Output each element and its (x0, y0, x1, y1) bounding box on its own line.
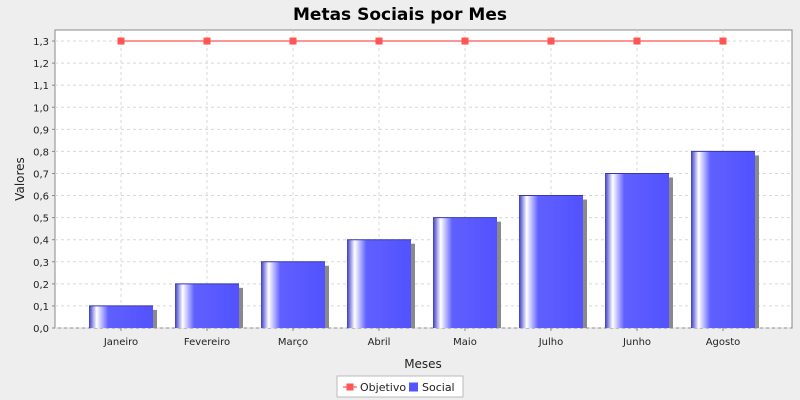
legend-box (336, 375, 464, 398)
bar (605, 173, 669, 328)
objetivo-point (633, 37, 641, 45)
objetivo-point (117, 37, 125, 45)
x-tick-label: Fevereiro (184, 337, 230, 348)
line-series-objetivo (117, 37, 727, 45)
bar (519, 195, 583, 328)
x-axis-title: Meses (404, 357, 442, 371)
legend-label-objetivo: Objetivo (360, 381, 406, 394)
bar (261, 261, 325, 328)
objetivo-point (289, 37, 297, 45)
y-tick-label: 0,1 (33, 302, 49, 313)
y-axis-title: Valores (13, 157, 27, 201)
y-tick-label: 0,3 (33, 258, 49, 269)
legend: Objetivo Social (343, 381, 455, 394)
x-tick-label: Maio (453, 337, 477, 348)
y-tick-label: 1,0 (33, 103, 49, 114)
bar (433, 217, 497, 328)
objetivo-point (719, 37, 727, 45)
y-tick-label: 0,2 (33, 280, 49, 291)
x-tick-label: Março (278, 337, 308, 348)
x-tick-label: Abril (368, 337, 391, 348)
y-tick-label: 1,1 (33, 81, 49, 92)
objetivo-point (461, 37, 469, 45)
bar (89, 305, 153, 328)
plot-area (54, 29, 793, 329)
objetivo-point (203, 37, 211, 45)
x-tick-label: Janeiro (103, 337, 138, 348)
legend-swatch-objetivo (346, 383, 354, 391)
y-tick-label: 0,5 (33, 214, 49, 225)
bar (175, 283, 239, 328)
legend-swatch-social (409, 382, 418, 392)
axes: 0,0 0,1 0,2 0,3 0,4 0,5 0,6 0,7 0,8 0,9 1,0 1,1 1,2 1… (33, 37, 740, 348)
chart-title: Metas Sociais por Mes (293, 5, 507, 25)
y-tick-label: 0,6 (33, 192, 49, 203)
x-tick-label: Agosto (706, 337, 741, 348)
x-tick-label: Junho (622, 337, 651, 348)
y-tick-label: 0,8 (33, 147, 49, 158)
y-tick-label: 0,7 (33, 169, 49, 180)
bars-series-social (89, 150, 759, 328)
y-tick-label: 1,2 (33, 59, 49, 70)
objetivo-point (375, 37, 383, 45)
y-tick-label: 0,4 (33, 236, 49, 247)
legend-label-social: Social (422, 381, 455, 394)
bar (691, 151, 755, 328)
objetivo-point (547, 37, 555, 45)
x-tick-label: Julho (538, 337, 564, 348)
bar (347, 239, 411, 328)
y-tick-label: 0,0 (33, 324, 49, 335)
y-tick-label: 1,3 (33, 37, 49, 48)
y-tick-label: 0,9 (33, 125, 49, 136)
